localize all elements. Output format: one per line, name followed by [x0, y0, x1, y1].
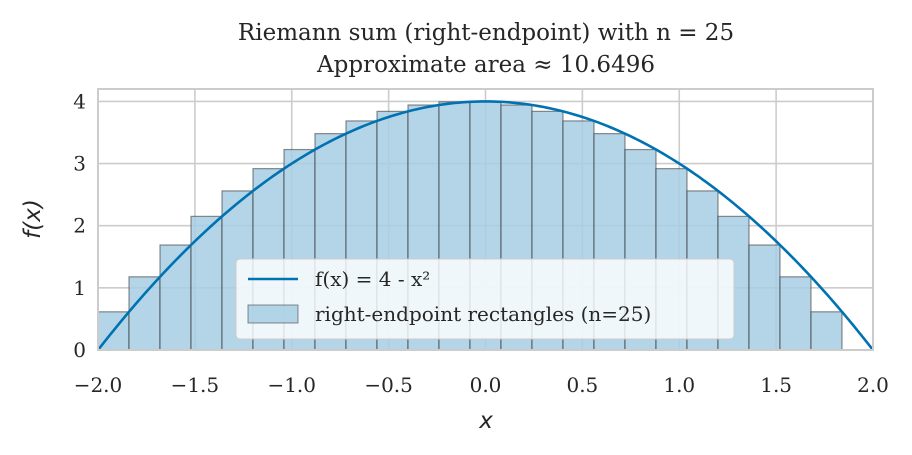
x-tick-label: −1.5: [171, 373, 220, 397]
y-axis-label: f(x): [20, 199, 46, 239]
riemann-rectangle: [779, 276, 812, 351]
y-tick-label: 2: [73, 214, 86, 238]
legend: f(x) = 4 - x² right-endpoint rectangles …: [235, 258, 735, 340]
legend-function-label: f(x) = 4 - x²: [315, 267, 430, 291]
legend-box: [235, 258, 735, 340]
x-axis-label: x: [478, 408, 493, 434]
y-tick-label: 3: [73, 152, 86, 176]
chart-subtitle: Approximate area ≈ 10.6496: [316, 52, 655, 78]
x-tick-label: 2.0: [857, 373, 889, 397]
y-tick-label: 0: [73, 338, 86, 362]
plot-area: [96, 88, 875, 351]
chart-title: Riemann sum (right-endpoint) with n = 25: [238, 20, 734, 46]
y-tick-label: 4: [73, 89, 86, 113]
legend-rectangles-label: right-endpoint rectangles (n=25): [315, 302, 651, 326]
x-axis-ticks: −2.0 −1.5 −1.0 −0.5 0.0 0.5 1.0 1.5 2.0: [74, 373, 889, 397]
riemann-rectangle: [128, 276, 161, 351]
riemann-rectangle: [810, 311, 843, 351]
function-curve: [96, 100, 875, 351]
legend-rectangle-swatch: [247, 304, 299, 324]
y-axis-ticks: 0 1 2 3 4: [73, 89, 86, 362]
x-tick-label: −2.0: [74, 373, 123, 397]
y-tick-label: 1: [73, 276, 86, 300]
x-tick-label: 1.0: [663, 373, 695, 397]
x-tick-label: 0.0: [470, 373, 502, 397]
riemann-rectangles: [97, 101, 843, 351]
x-tick-label: −0.5: [364, 373, 413, 397]
riemann-rectangle: [190, 215, 223, 351]
riemann-rectangle: [748, 244, 781, 351]
riemann-rectangle: [159, 244, 192, 351]
x-tick-label: −1.0: [267, 373, 316, 397]
x-tick-label: 0.5: [566, 373, 598, 397]
x-tick-label: 1.5: [760, 373, 792, 397]
plot-frame: [97, 88, 874, 351]
